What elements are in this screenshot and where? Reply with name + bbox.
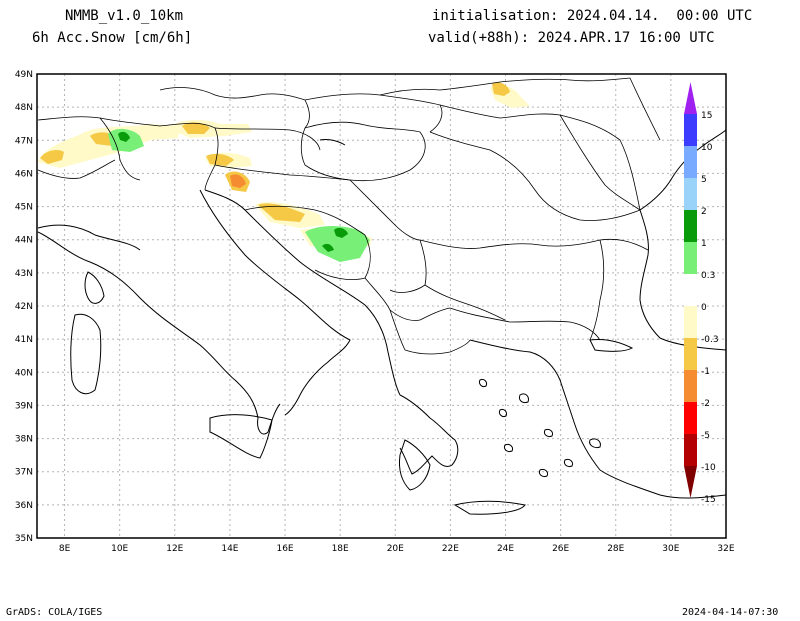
colorbar-segment (684, 178, 697, 210)
colorbar-segment (684, 338, 697, 370)
lat-tick-label: 45N (15, 203, 33, 213)
lat-tick-label: 47N (15, 136, 33, 146)
colorbar-label: 15 (701, 111, 712, 121)
lon-tick-label: 24E (497, 544, 514, 554)
lat-tick-label: 49N (15, 70, 33, 80)
field-title: 6h Acc.Snow [cm/6h] (32, 30, 193, 46)
snow-patch-yellow-4 (206, 153, 234, 166)
lat-tick-label: 40N (15, 368, 33, 378)
colorbar-label: 1 (701, 239, 707, 249)
lat-tick-label: 37N (15, 468, 33, 478)
colorbar-label: -0.3 (701, 335, 719, 345)
lat-tick-label: 39N (15, 401, 33, 411)
lon-tick-label: 30E (662, 544, 679, 554)
colorbar-label: -15 (701, 495, 716, 505)
lat-tick-label: 36N (15, 501, 33, 511)
colorbar: 15 10 5 2 1 0.3 0 -0.3 -1 -2 -5 -10 -15 (684, 82, 719, 505)
coastlines (37, 129, 726, 515)
colorbar-label: -5 (701, 431, 710, 441)
lat-tick-label: 43N (15, 269, 33, 279)
grid-lines (37, 74, 726, 538)
colorbar-segment (684, 274, 697, 306)
lon-tick-label: 12E (166, 544, 183, 554)
colorbar-bottom-arrow (684, 466, 697, 498)
colorbar-label: 0.3 (701, 271, 715, 281)
model-title: NMMB_v1.0_10km (65, 8, 184, 24)
colorbar-label: 0 (701, 303, 707, 313)
colorbar-segment (684, 306, 697, 338)
lat-axis: 49N 48N 47N 46N 45N 44N 43N 42N 41N 40N 39N 38N 37N 3… (15, 70, 33, 544)
lon-tick-label: 22E (442, 544, 459, 554)
timestamp-text: 2024-04-14-07:30 (682, 607, 779, 618)
colorbar-label: 2 (701, 207, 707, 217)
map-frame (36, 73, 727, 539)
lon-tick-label: 28E (607, 544, 624, 554)
colorbar-segment (684, 402, 697, 434)
colorbar-segment (684, 114, 697, 146)
lon-tick-label: 16E (276, 544, 293, 554)
snow-patch-green-bosnia (305, 226, 370, 262)
valid-time: valid(+88h): 2024.APR.17 16:00 UTC (428, 30, 715, 46)
snow-patch-orange-1 (230, 174, 246, 188)
lon-tick-label: 26E (552, 544, 569, 554)
colorbar-label: 5 (701, 175, 707, 185)
snow-patch-darkgreen-alps (118, 131, 130, 142)
lat-tick-label: 41N (15, 335, 33, 345)
lat-tick-label: 46N (15, 169, 33, 179)
colorbar-segment (684, 370, 697, 402)
lon-tick-label: 14E (221, 544, 238, 554)
snow-patch-darkgreen-bosnia-2 (322, 243, 334, 252)
snow-patch-alps-west (38, 124, 180, 168)
lon-tick-label: 32E (717, 544, 734, 554)
colorbar-segment (684, 146, 697, 178)
snow-patch-yellow-3 (182, 122, 210, 134)
lat-tick-label: 38N (15, 435, 33, 445)
borders (37, 77, 661, 355)
lat-tick-label: 42N (15, 302, 33, 312)
colorbar-label: -1 (701, 367, 710, 377)
snow-patch-yellow-6 (258, 203, 305, 222)
lon-axis: 8E 10E 12E 14E 16E 18E 20E 22E 24E 26E 28E 30E 32E (59, 544, 735, 554)
colorbar-top-arrow (684, 82, 697, 114)
snow-patch-yellow-7 (492, 82, 510, 96)
credit-text: GrADS: COLA/IGES (6, 607, 103, 618)
colorbar-label: -10 (701, 463, 716, 473)
lat-tick-label: 48N (15, 103, 33, 113)
lat-tick-label: 35N (15, 534, 33, 544)
colorbar-label: 10 (701, 143, 713, 153)
lon-tick-label: 10E (111, 544, 128, 554)
snow-patch-darkgreen-bosnia-1 (334, 227, 348, 238)
colorbar-segment (684, 242, 697, 274)
lon-tick-label: 18E (332, 544, 349, 554)
lon-tick-label: 20E (387, 544, 404, 554)
snow-patch-yellow-1 (40, 150, 64, 164)
colorbar-label: -2 (701, 399, 710, 409)
lon-tick-label: 8E (59, 544, 71, 554)
lat-tick-label: 44N (15, 236, 33, 246)
colorbar-segment (684, 434, 697, 466)
colorbar-segment (684, 210, 697, 242)
init-time: initialisation: 2024.04.14. 00:00 UTC (432, 8, 753, 24)
